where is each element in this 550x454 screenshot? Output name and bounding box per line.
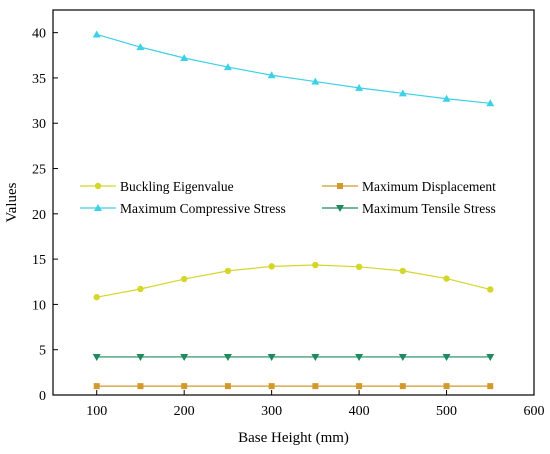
legend-marker [337,183,343,189]
y-tick-label: 30 [32,117,46,132]
x-tick-label: 400 [349,404,370,419]
data-point [180,54,189,62]
series-2 [92,30,495,107]
data-point [224,383,231,390]
data-point [398,353,407,361]
data-point [223,353,232,361]
data-point [268,263,275,270]
series-3 [92,353,495,361]
data-point [443,275,450,282]
data-point [487,383,494,390]
series-0 [93,261,494,301]
data-point [442,353,451,361]
legend-label: Maximum Displacement [362,179,496,194]
y-tick-label: 10 [32,298,46,313]
data-point [442,94,451,102]
x-axis-title: Base Height (mm) [238,430,349,446]
series-1 [93,383,494,390]
data-point [311,77,320,85]
legend: Buckling Eigenvalue Maximum Displacement M… [80,179,496,216]
data-point [486,353,495,361]
data-point [312,383,319,390]
data-point [180,275,188,283]
y-tick-label: 25 [32,163,46,178]
legend-item: Buckling Eigenvalue [80,179,234,194]
data-point [136,353,145,361]
data-point [311,353,320,361]
data-point [398,89,407,97]
data-point [92,30,101,38]
data-point [224,267,232,275]
data-point [180,353,189,361]
data-point [443,383,450,390]
data-point [267,353,276,361]
data-point [93,293,100,301]
legend-label: Buckling Eigenvalue [120,179,234,194]
data-point [267,71,276,79]
legend-item: Maximum Compressive Stress [80,201,286,216]
legend-marker [94,182,102,190]
plot-frame [52,9,535,396]
data-point [223,63,232,71]
x-tick-label: 300 [261,404,282,419]
data-point [137,285,144,293]
y-tick-label: 35 [32,72,46,87]
legend-item: Maximum Tensile Stress [322,201,496,216]
data-point [268,383,275,390]
series-line [96,33,491,104]
series-line [96,264,491,298]
data-point [92,353,101,361]
data-point [136,43,145,51]
plot-border [52,9,535,396]
legend-item: Maximum Displacement [322,179,496,194]
y-axis-ticks: 0 5 10 15 20 25 30 35 40 [32,27,58,404]
x-tick-label: 600 [524,404,545,419]
x-tick-label: 200 [174,404,195,419]
data-point [486,99,495,107]
x-axis-ticks: 100 200 300 400 500 600 [86,390,545,419]
x-tick-label: 500 [436,404,457,419]
legend-label: Maximum Tensile Stress [362,201,496,216]
data-point [312,261,319,269]
series-layer [92,30,495,390]
legend-marker [94,204,102,211]
y-tick-label: 15 [32,253,46,268]
data-point [356,383,363,390]
data-point [487,286,494,293]
data-point [137,383,144,390]
data-point [355,353,364,361]
data-point [399,383,406,390]
y-tick-label: 40 [32,27,46,42]
data-point [399,267,407,275]
x-tick-label: 100 [86,404,107,419]
data-point [355,263,363,271]
legend-marker [336,205,344,212]
legend-label: Maximum Compressive Stress [120,201,286,216]
data-point [93,383,100,390]
data-point [181,383,188,390]
y-tick-label: 0 [39,389,46,404]
y-tick-label: 5 [39,344,46,359]
data-point [355,83,364,91]
y-tick-label: 20 [32,208,46,223]
y-axis-title: Values [4,182,20,222]
